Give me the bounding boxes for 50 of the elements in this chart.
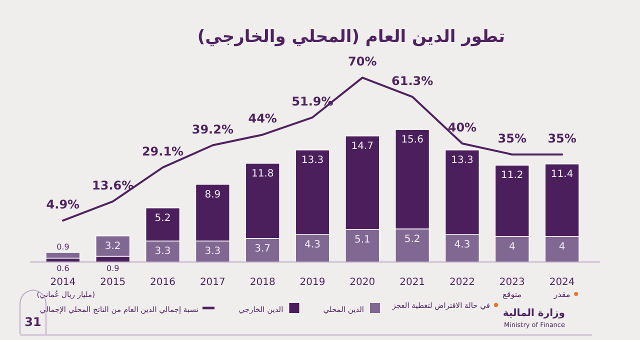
- chart-title: تطور الدين العام (المحلي والخارجي): [197, 27, 505, 47]
- data-label: 4: [508, 242, 516, 253]
- data-label: 5.2: [404, 234, 420, 245]
- data-label: 13.6%: [92, 178, 134, 192]
- data-label: 0.6: [56, 264, 70, 273]
- data-label: 3.2: [104, 240, 121, 252]
- x-tick-label: 2016: [150, 277, 176, 288]
- text: وزارة المالية: [502, 308, 565, 319]
- x-tick-label: 2022: [450, 277, 475, 288]
- data-label: 4.3: [454, 240, 470, 251]
- x-tick-label: 2024: [549, 277, 575, 288]
- data-label: 44%: [248, 112, 277, 126]
- data-label: 5.2: [154, 212, 171, 224]
- bar: [46, 252, 80, 259]
- x-tick-label: 2014: [50, 277, 76, 288]
- data-label: 0.9: [56, 242, 70, 252]
- x-tick-label: 2023: [499, 277, 525, 288]
- data-label: 51.9%: [292, 94, 334, 108]
- data-label: 39.2%: [192, 122, 234, 136]
- data-label: 5.1: [354, 234, 370, 246]
- x-tick-label: 2021: [400, 277, 426, 288]
- data-label: 11.8: [251, 168, 274, 180]
- data-label: 15.6: [401, 134, 424, 146]
- data-label: 3.3: [204, 246, 221, 257]
- data-label: 35%: [548, 131, 576, 146]
- data-label: 11.4: [550, 168, 574, 180]
- data-label: 40%: [448, 120, 477, 135]
- x-tick-label: 2020: [350, 277, 376, 288]
- x-tick-label: 2015: [100, 277, 126, 288]
- data-label: 11.2: [501, 170, 524, 182]
- text: 31: [24, 315, 42, 329]
- data-label: 13.3: [301, 154, 324, 166]
- data-label: 61.3%: [392, 74, 434, 88]
- data-label: 14.7: [351, 140, 374, 152]
- data-label: 4: [558, 242, 566, 253]
- x-tick-label: 2018: [250, 277, 276, 288]
- x-tick-label: 2019: [300, 277, 326, 288]
- data-label: 35%: [498, 131, 527, 146]
- data-label: 13.3: [451, 154, 474, 166]
- data-label: 3.7: [254, 243, 271, 254]
- data-label: 8.9: [204, 189, 221, 200]
- text: مقدر: [552, 290, 570, 299]
- text: متوقع: [502, 290, 522, 299]
- data-label: 0.9: [106, 264, 120, 273]
- data-label: 29.1%: [142, 144, 184, 158]
- data-label: 4.3: [304, 240, 320, 251]
- data-label: 4.9%: [46, 198, 80, 212]
- data-label: 70%: [348, 54, 377, 69]
- data-label: 3.3: [154, 246, 171, 257]
- x-tick-label: 2017: [200, 277, 226, 288]
